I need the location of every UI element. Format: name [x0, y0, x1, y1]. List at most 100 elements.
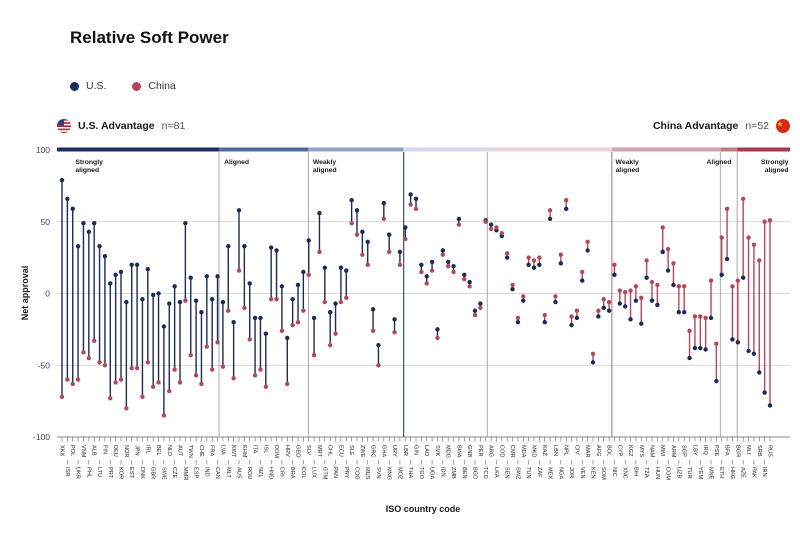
dumbbell: MKD [531, 258, 537, 457]
x-tick-label: HRV [284, 445, 290, 457]
dumbbell: NZL [257, 315, 263, 478]
alignment-bar-segment [403, 147, 488, 152]
us-point [317, 210, 322, 216]
china-point [660, 225, 665, 230]
y-tick-label: 50 [41, 217, 51, 227]
china-point [456, 222, 462, 227]
us-point [558, 261, 564, 266]
china-point [108, 396, 113, 401]
dumbbell: FIN [101, 253, 107, 454]
section-label: Aligned [706, 159, 731, 166]
china-point [279, 328, 285, 334]
dumbbell: AUT [177, 299, 183, 457]
china-point [580, 269, 585, 275]
dumbbell: BEN [461, 272, 467, 479]
x-tick-label: KOR [118, 467, 124, 479]
x-tick-label: MLT [225, 467, 231, 478]
dumbbell: NGA [557, 252, 564, 479]
us-point [424, 274, 429, 279]
us-point [622, 304, 628, 309]
us-point [515, 320, 521, 325]
us-point [290, 297, 295, 302]
x-tick-label: HND [268, 467, 274, 479]
dumbbell: KOR [118, 269, 124, 479]
us-point [338, 265, 344, 270]
dumbbell: THA [407, 192, 413, 478]
x-tick-label: JPN [134, 445, 140, 456]
us-point [113, 272, 118, 278]
us-point [676, 309, 682, 315]
china-point [134, 365, 140, 371]
china-point [596, 308, 601, 313]
dumbbell: HUN [654, 282, 660, 479]
x-tick-label: NAM [649, 445, 655, 458]
china-point [467, 284, 472, 289]
x-tick-label: DOM [273, 445, 279, 458]
us-point [156, 291, 161, 296]
dumbbell: AUS [236, 208, 242, 479]
x-tick-label: GNB [466, 445, 472, 457]
dumbbell: HKG [729, 284, 735, 479]
dumbbell: MUS [364, 239, 370, 480]
china-point [354, 232, 360, 237]
alignment-bar-segment [720, 147, 738, 152]
x-tick-label: KWT [230, 445, 236, 458]
x-tick-label: LVA [219, 445, 225, 455]
us-point [397, 249, 403, 255]
x-tick-label: TUN [525, 467, 531, 479]
china-point [504, 251, 510, 256]
china-advantage-count: n=52 [745, 120, 769, 132]
us-point [462, 272, 467, 278]
x-tick-label: DEU [112, 445, 118, 457]
x-tick-label: PHL [85, 467, 91, 478]
dumbbell: LBR [402, 225, 408, 456]
x-tick-label: EST [128, 467, 134, 478]
dumbbell: MAR [584, 239, 590, 457]
us-point [521, 298, 526, 303]
x-tick-label: AUT [177, 445, 183, 457]
us-point [59, 177, 65, 183]
china-point [628, 288, 633, 293]
china-point [510, 282, 515, 288]
china-point [767, 218, 773, 223]
dumbbell: VNM [80, 220, 86, 458]
china-point [167, 388, 172, 394]
x-tick-label: UZB [675, 467, 681, 478]
dumbbell: NOR [123, 299, 129, 457]
dumbbell: COG [354, 208, 360, 480]
x-tick-label: CHL [327, 445, 333, 456]
china-point [542, 312, 547, 318]
china-point [665, 246, 671, 252]
us-point [757, 370, 762, 375]
china-point [762, 219, 767, 224]
china-point [612, 262, 617, 267]
section-label: Weakly aligned [313, 159, 337, 174]
dumbbell: COD [498, 231, 504, 457]
us-point [81, 220, 86, 226]
dumbbell: SWE [160, 324, 166, 480]
china-point [408, 202, 413, 207]
x-tick-label: XKX [59, 445, 65, 456]
x-tick-label: LTU [96, 467, 102, 477]
us-point [134, 262, 140, 267]
us-point [612, 272, 617, 278]
us-point [478, 301, 483, 306]
us-point [596, 314, 601, 319]
section-label: Strongly aligned [761, 159, 789, 174]
china-point [499, 231, 505, 236]
x-tick-label: GBR [150, 467, 156, 479]
dumbbell: MLT [225, 243, 231, 478]
china-point [226, 308, 231, 313]
china-point [397, 262, 403, 267]
dumbbell: JPN [134, 262, 140, 456]
dumbbell: AFG [595, 308, 601, 457]
x-tick-label: GRC [370, 445, 376, 457]
x-tick-label: BWA [455, 445, 461, 458]
china-point [639, 295, 644, 301]
dumbbell: FRA [209, 297, 215, 456]
china-point [236, 268, 242, 273]
x-tick-label: PAK [750, 467, 756, 478]
x-tick-label: XNC [622, 467, 628, 479]
dumbbell: MLI [745, 235, 751, 455]
alignment-bar-segment [57, 147, 219, 152]
